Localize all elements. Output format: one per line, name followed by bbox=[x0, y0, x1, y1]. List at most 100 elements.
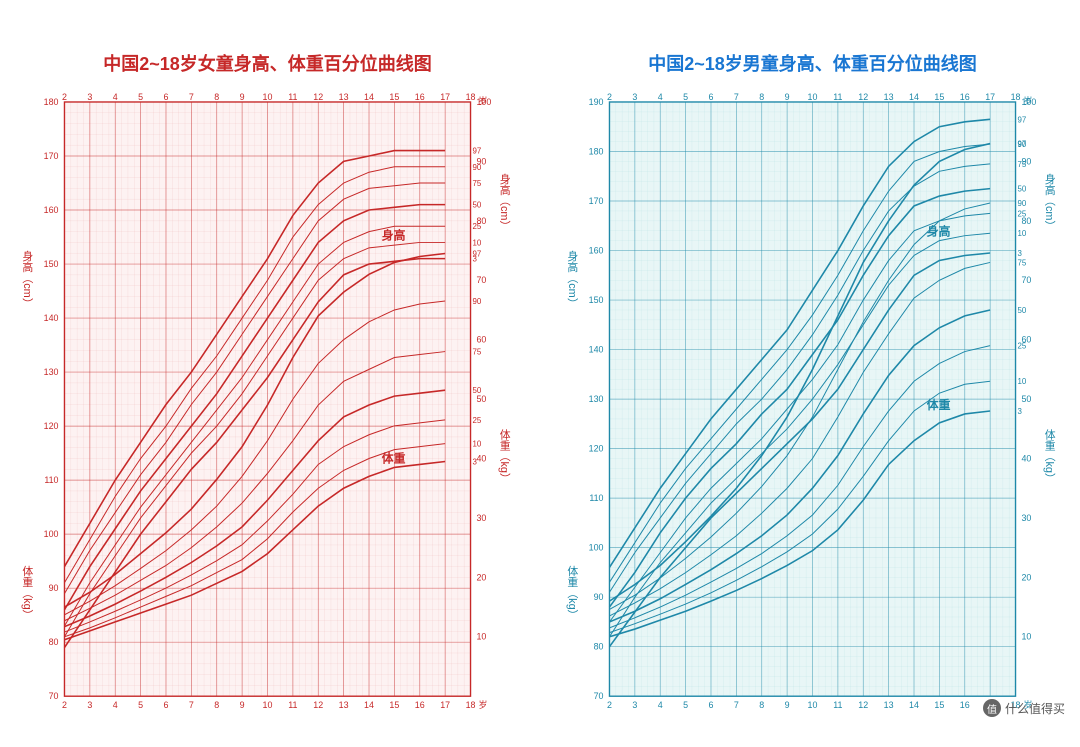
svg-text:11: 11 bbox=[833, 700, 842, 710]
svg-text:2: 2 bbox=[607, 92, 612, 102]
svg-text:100: 100 bbox=[589, 543, 604, 553]
svg-text:14: 14 bbox=[364, 700, 374, 710]
svg-text:50: 50 bbox=[1021, 394, 1031, 404]
svg-text:100: 100 bbox=[1021, 97, 1036, 107]
svg-text:6: 6 bbox=[709, 700, 714, 710]
svg-text:70: 70 bbox=[1021, 275, 1031, 285]
svg-text:9: 9 bbox=[240, 92, 245, 102]
svg-text:8: 8 bbox=[759, 700, 764, 710]
svg-text:10: 10 bbox=[808, 700, 818, 710]
svg-text:7: 7 bbox=[189, 700, 194, 710]
svg-text:180: 180 bbox=[589, 146, 604, 156]
svg-text:16: 16 bbox=[960, 92, 970, 102]
svg-text:25: 25 bbox=[1018, 209, 1027, 218]
svg-text:14: 14 bbox=[909, 700, 919, 710]
svg-text:70: 70 bbox=[594, 691, 604, 701]
svg-text:8: 8 bbox=[214, 700, 219, 710]
svg-text:5: 5 bbox=[683, 700, 688, 710]
svg-text:30: 30 bbox=[476, 513, 486, 523]
svg-text:97: 97 bbox=[1018, 140, 1027, 149]
girls-growth-chart: 中国2~18岁女童身高、体重百分位曲线图 2233445566778899101… bbox=[10, 20, 525, 727]
svg-text:岁: 岁 bbox=[478, 699, 487, 710]
svg-text:体重（kg）: 体重（kg） bbox=[498, 427, 510, 483]
svg-text:50: 50 bbox=[1018, 306, 1027, 315]
svg-text:90: 90 bbox=[473, 297, 482, 306]
watermark: 值 什么值得买 bbox=[983, 699, 1065, 717]
svg-text:18: 18 bbox=[1011, 92, 1021, 102]
svg-text:3: 3 bbox=[87, 700, 92, 710]
svg-text:120: 120 bbox=[589, 444, 604, 454]
svg-text:12: 12 bbox=[313, 700, 323, 710]
svg-text:3: 3 bbox=[1018, 249, 1023, 258]
svg-text:17: 17 bbox=[440, 92, 450, 102]
svg-text:150: 150 bbox=[589, 295, 604, 305]
svg-text:75: 75 bbox=[1018, 258, 1027, 267]
svg-text:17: 17 bbox=[985, 92, 995, 102]
svg-text:160: 160 bbox=[589, 246, 604, 256]
svg-text:70: 70 bbox=[49, 691, 59, 701]
svg-text:10: 10 bbox=[476, 632, 486, 642]
svg-text:5: 5 bbox=[683, 92, 688, 102]
svg-text:体重（kg）: 体重（kg） bbox=[1043, 427, 1055, 483]
svg-text:50: 50 bbox=[476, 394, 486, 404]
svg-text:4: 4 bbox=[113, 92, 118, 102]
svg-text:12: 12 bbox=[858, 700, 868, 710]
svg-text:身高: 身高 bbox=[382, 229, 406, 243]
svg-text:97: 97 bbox=[1018, 115, 1027, 124]
svg-text:17: 17 bbox=[440, 700, 450, 710]
svg-text:18: 18 bbox=[466, 92, 476, 102]
svg-text:150: 150 bbox=[44, 259, 59, 269]
svg-text:10: 10 bbox=[473, 440, 482, 449]
svg-text:130: 130 bbox=[44, 367, 59, 377]
svg-text:10: 10 bbox=[263, 700, 273, 710]
svg-text:50: 50 bbox=[473, 201, 482, 210]
svg-text:15: 15 bbox=[934, 92, 944, 102]
svg-text:40: 40 bbox=[476, 453, 486, 463]
svg-text:7: 7 bbox=[734, 700, 739, 710]
svg-text:90: 90 bbox=[49, 583, 59, 593]
watermark-text: 什么值得买 bbox=[1005, 700, 1065, 717]
svg-text:3: 3 bbox=[632, 700, 637, 710]
svg-text:体重（kg）: 体重（kg） bbox=[21, 564, 33, 620]
svg-text:3: 3 bbox=[87, 92, 92, 102]
svg-text:10: 10 bbox=[473, 238, 482, 247]
svg-text:120: 120 bbox=[44, 421, 59, 431]
svg-text:75: 75 bbox=[1018, 160, 1027, 169]
svg-text:14: 14 bbox=[909, 92, 919, 102]
svg-text:110: 110 bbox=[44, 475, 58, 485]
svg-text:10: 10 bbox=[1018, 377, 1027, 386]
boys-growth-chart: 中国2~18岁男童身高、体重百分位曲线图 2233445566778899101… bbox=[555, 20, 1070, 727]
svg-text:12: 12 bbox=[858, 92, 868, 102]
svg-text:体重（kg）: 体重（kg） bbox=[566, 564, 578, 620]
svg-text:170: 170 bbox=[589, 196, 604, 206]
svg-text:身高（cm）: 身高（cm） bbox=[1043, 172, 1055, 231]
svg-text:3: 3 bbox=[1018, 407, 1023, 416]
svg-text:9: 9 bbox=[785, 700, 790, 710]
svg-text:16: 16 bbox=[415, 92, 425, 102]
svg-text:身高: 身高 bbox=[927, 225, 951, 239]
svg-text:15: 15 bbox=[389, 92, 399, 102]
svg-text:25: 25 bbox=[1018, 342, 1027, 351]
svg-text:90: 90 bbox=[594, 592, 604, 602]
svg-text:15: 15 bbox=[934, 700, 944, 710]
svg-text:50: 50 bbox=[473, 386, 482, 395]
svg-text:75: 75 bbox=[473, 348, 482, 357]
svg-text:身高（cm）: 身高（cm） bbox=[566, 249, 578, 308]
svg-text:18: 18 bbox=[466, 700, 476, 710]
svg-text:30: 30 bbox=[1021, 513, 1031, 523]
svg-text:100: 100 bbox=[476, 97, 491, 107]
svg-text:16: 16 bbox=[415, 700, 425, 710]
svg-text:75: 75 bbox=[473, 179, 482, 188]
svg-text:13: 13 bbox=[339, 92, 349, 102]
svg-text:140: 140 bbox=[44, 313, 59, 323]
boys-chart-title: 中国2~18岁男童身高、体重百分位曲线图 bbox=[648, 50, 977, 76]
svg-text:97: 97 bbox=[473, 249, 482, 258]
svg-text:体重: 体重 bbox=[927, 398, 951, 412]
watermark-icon: 值 bbox=[983, 699, 1001, 717]
svg-text:10: 10 bbox=[1021, 632, 1031, 642]
svg-text:15: 15 bbox=[389, 700, 399, 710]
svg-text:9: 9 bbox=[785, 92, 790, 102]
svg-text:70: 70 bbox=[476, 275, 486, 285]
svg-text:6: 6 bbox=[164, 92, 169, 102]
svg-text:7: 7 bbox=[189, 92, 194, 102]
